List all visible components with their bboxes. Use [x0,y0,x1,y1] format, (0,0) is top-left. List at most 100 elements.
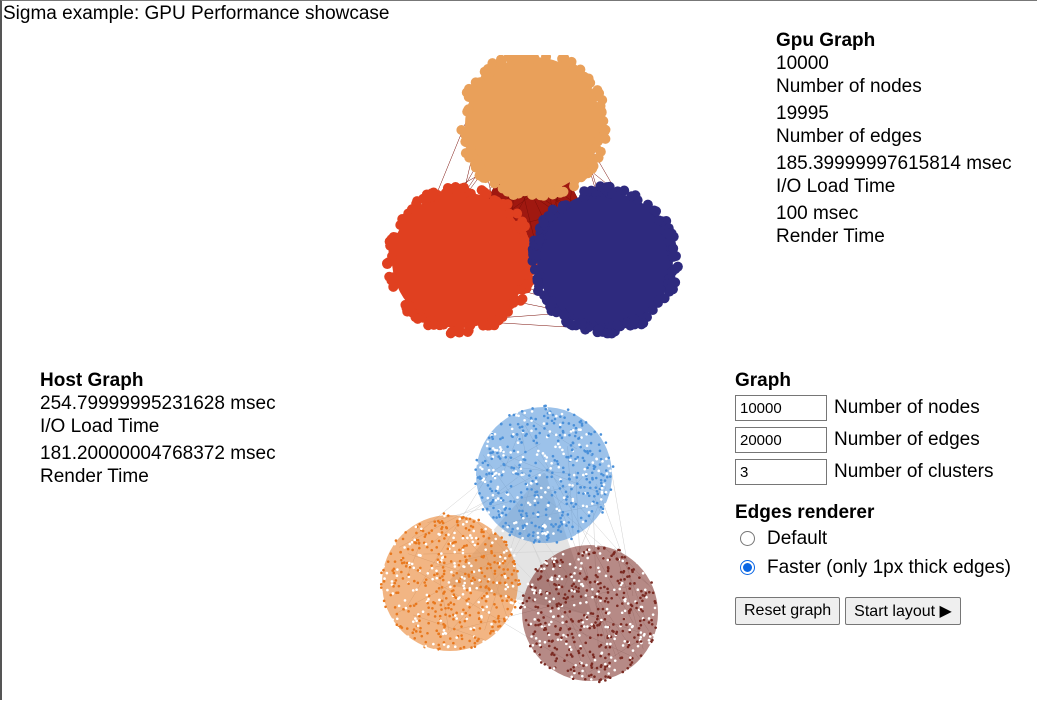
graph-node [586,451,590,455]
graph-node [563,659,566,662]
graph-node [602,556,605,560]
clusters-count-input[interactable] [735,459,827,485]
graph-node [406,307,417,318]
graph-node [551,557,554,560]
graph-node [628,630,632,634]
graph-node [452,574,455,577]
graph-node [577,649,580,653]
graph-node [518,437,521,441]
gpu-graph-canvas[interactable] [360,55,690,350]
renderer-default-radio[interactable] [740,531,755,546]
graph-node [510,530,513,534]
graph-node [629,656,632,659]
graph-node [489,451,492,455]
graph-node [518,426,522,429]
graph-node [560,514,564,517]
reset-graph-button[interactable]: Reset graph [735,597,841,625]
graph-node [564,601,567,604]
graph-node [596,617,599,621]
graph-node [557,607,560,610]
graph-node [554,659,558,663]
graph-node [388,281,399,292]
graph-node [621,559,625,563]
graph-node [471,540,475,544]
graph-node [585,589,589,592]
graph-node [520,503,523,507]
renderer-option-default[interactable]: Default [735,524,1011,553]
graph-node [481,461,485,465]
nodes-count-input[interactable] [735,395,827,421]
graph-node [463,581,467,585]
graph-node [616,579,620,583]
graph-node [533,650,537,653]
renderer-option-faster[interactable]: Faster (only 1px thick edges) [735,553,1011,582]
graph-node [555,459,559,463]
graph-node [439,603,443,607]
graph-node [551,454,555,458]
graph-node [581,669,584,673]
graph-node [532,632,535,636]
graph-node [529,481,533,485]
graph-node [583,449,586,452]
graph-node [411,548,414,552]
graph-node [463,544,466,548]
graph-node [490,622,493,626]
graph-node [571,525,574,529]
graph-node [497,625,500,628]
gpu-nodes-label: Number of nodes [776,76,922,97]
graph-node [591,461,595,464]
graph-node [512,208,523,219]
graph-node [529,416,533,420]
graph-node [482,594,486,598]
graph-node [553,490,557,494]
graph-node [491,625,494,629]
graph-node [506,493,510,496]
graph-node [600,663,603,667]
graph-node [532,276,543,287]
graph-node [525,522,529,526]
gpu-nodes-stat: 10000 Number of nodes [776,52,1012,98]
renderer-faster-radio[interactable] [740,560,755,575]
graph-node [547,434,550,437]
graph-node [562,452,565,456]
graph-node [510,573,514,576]
graph-node [498,445,502,449]
edges-count-input[interactable] [735,427,827,453]
graph-node [495,448,499,452]
graph-node [555,414,558,418]
graph-node [509,456,513,459]
graph-node [438,576,442,580]
start-layout-button[interactable]: Start layout ▶ [845,597,961,625]
graph-node [466,602,470,606]
graph-node [558,433,562,437]
graph-node [542,422,546,425]
graph-node [557,574,561,578]
graph-node [520,425,524,429]
graph-node [500,473,504,477]
gpu-nodes-value: 10000 [776,53,829,74]
graph-node [478,492,481,495]
graph-node [497,513,501,517]
graph-node [476,476,480,479]
graph-node [621,602,624,605]
graph-node [505,616,508,619]
graph-node [574,457,577,461]
graph-node [561,448,564,452]
graph-node [455,579,458,583]
graph-node [438,560,442,564]
graph-node [547,633,551,637]
graph-node [563,593,567,596]
host-graph-canvas[interactable] [360,395,680,695]
graph-node [555,657,559,660]
graph-node [556,203,567,214]
graph-node [492,581,495,584]
graph-node [516,450,520,454]
graph-node [533,286,544,297]
graph-node [513,562,517,566]
graph-node [635,606,638,610]
graph-node [597,590,600,593]
graph-node [543,404,546,408]
graph-node [541,55,552,62]
graph-node [631,649,635,652]
graph-node [447,581,451,584]
